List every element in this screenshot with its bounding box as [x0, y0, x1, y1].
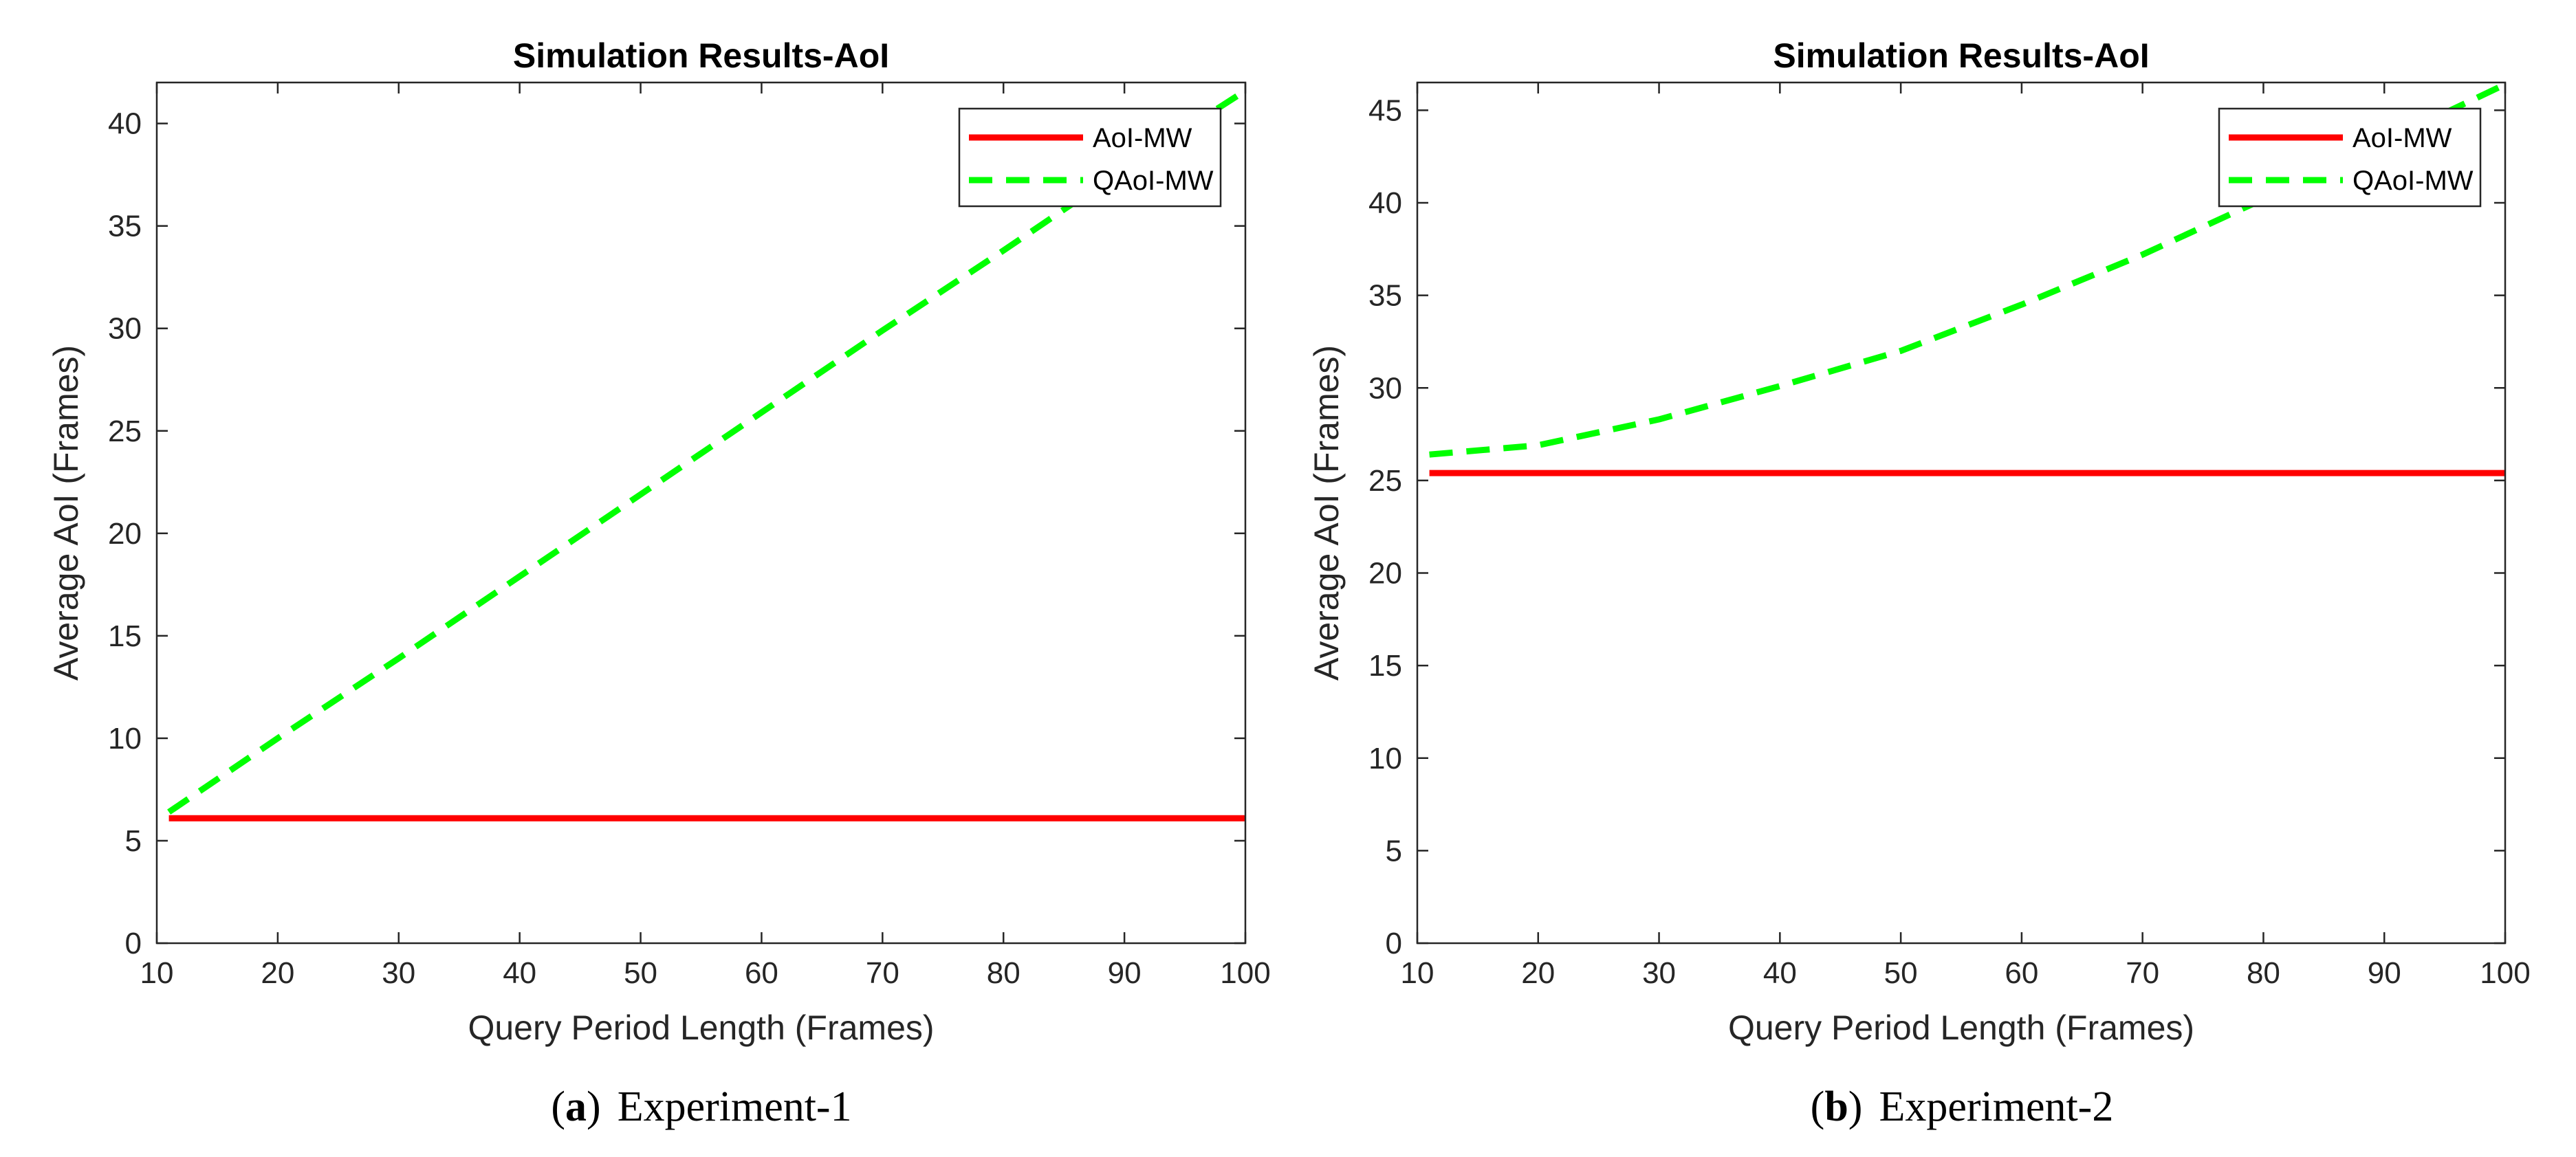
x-axis-label: Query Period Length (Frames): [468, 1009, 934, 1047]
caption-paren-close: ): [1848, 1083, 1863, 1130]
x-tick-label: 60: [2005, 956, 2038, 990]
y-tick-label: 40: [1368, 186, 1402, 220]
x-tick-label: 80: [2247, 956, 2280, 990]
x-tick-label: 90: [2368, 956, 2401, 990]
x-tick-label: 100: [2480, 956, 2530, 990]
y-tick-label: 10: [1368, 742, 1402, 775]
y-tick-label: 15: [1368, 649, 1402, 683]
caption-letter: a: [565, 1083, 587, 1130]
series-line-qaoi-mw: [167, 88, 1245, 815]
x-tick-label: 10: [1401, 956, 1434, 990]
x-tick-label: 100: [1220, 956, 1270, 990]
y-tick-label: 20: [1368, 557, 1402, 591]
caption-letter: b: [1824, 1083, 1848, 1130]
y-tick-label: 35: [1368, 279, 1402, 313]
y-axis-label: Average AoI (Frames): [1307, 345, 1346, 681]
caption-text: Experiment-2: [1879, 1083, 2113, 1130]
chart-title: Simulation Results-AoI: [1773, 36, 2149, 75]
x-tick-label: 40: [503, 956, 536, 990]
plot-area: [157, 82, 1245, 943]
caption-paren-open: (: [1811, 1083, 1825, 1130]
x-tick-label: 50: [624, 956, 657, 990]
y-tick-label: 0: [1386, 927, 1402, 960]
y-tick-label: 45: [1368, 93, 1402, 127]
chart-title: Simulation Results-AoI: [513, 36, 889, 75]
y-tick-label: 35: [108, 210, 142, 243]
y-tick-label: 20: [108, 517, 142, 551]
legend-label-qaoi-mw: QAoI-MW: [2353, 166, 2474, 196]
plot-frame: [1416, 81, 2507, 945]
plot-frame: [155, 81, 1247, 945]
x-tick-label: 20: [1521, 956, 1555, 990]
x-tick-label: 10: [140, 956, 174, 990]
y-tick-label: 30: [1368, 371, 1402, 405]
x-tick-label: 60: [745, 956, 778, 990]
figure-caption: (a) Experiment-1: [551, 1083, 851, 1130]
x-tick-label: 20: [261, 956, 294, 990]
legend-box: [958, 107, 1222, 208]
y-tick-label: 15: [108, 619, 142, 653]
x-tick-label: 70: [2126, 956, 2159, 990]
y-tick-label: 5: [125, 824, 142, 858]
y-tick-label: 10: [108, 722, 142, 756]
y-tick-label: 25: [108, 415, 142, 448]
y-tick-label: 0: [125, 927, 142, 960]
y-tick-label: 40: [108, 107, 142, 141]
caption-paren-close: ): [587, 1083, 601, 1130]
y-tick-label: 5: [1386, 834, 1402, 868]
legend-label-aoi-mw: AoI-MW: [2353, 123, 2452, 153]
plot-area: [1417, 82, 2505, 943]
legend-label-aoi-mw: AoI-MW: [1093, 123, 1192, 153]
y-axis-label: Average AoI (Frames): [47, 345, 85, 681]
legend-box: [2218, 107, 2482, 208]
x-tick-label: 30: [1642, 956, 1676, 990]
x-tick-label: 70: [866, 956, 899, 990]
figure-caption: (b) Experiment-2: [1811, 1083, 2114, 1130]
caption-text: Experiment-1: [618, 1083, 852, 1130]
caption-paren-open: (: [551, 1083, 565, 1130]
x-tick-label: 30: [382, 956, 415, 990]
legend-label-qaoi-mw: QAoI-MW: [1093, 166, 1214, 196]
x-axis-label: Query Period Length (Frames): [1728, 1009, 2194, 1047]
x-tick-label: 40: [1763, 956, 1797, 990]
y-tick-label: 30: [108, 312, 142, 346]
x-tick-label: 90: [1108, 956, 1142, 990]
x-tick-label: 80: [987, 956, 1020, 990]
x-tick-label: 50: [1884, 956, 1918, 990]
y-tick-label: 25: [1368, 464, 1402, 498]
